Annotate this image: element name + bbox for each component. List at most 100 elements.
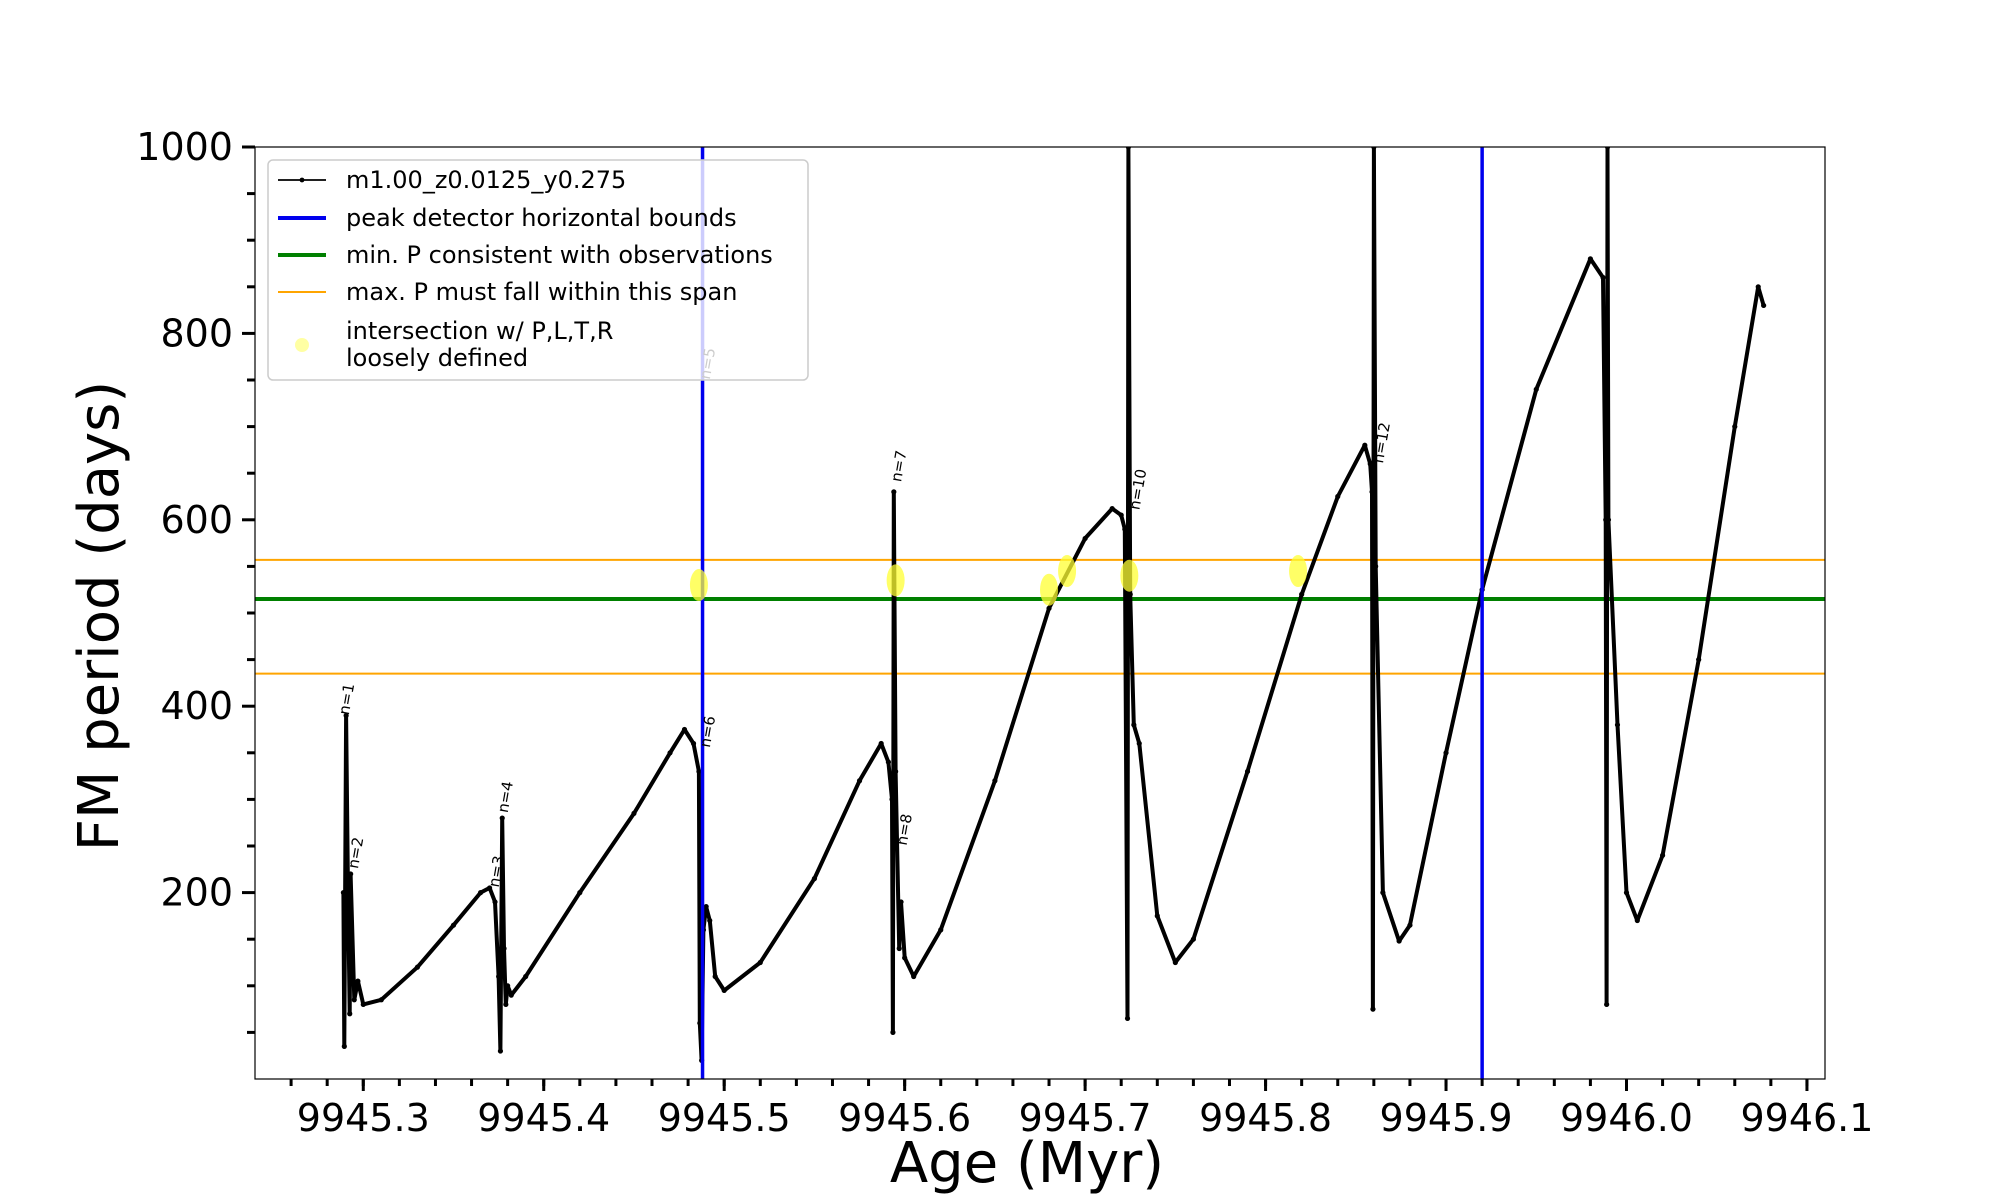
series-point-29 <box>696 768 702 775</box>
series-point-17 <box>497 1048 504 1054</box>
series-point-8 <box>355 978 361 984</box>
annotation-8: n=8 <box>893 812 916 846</box>
x-tick-label-9: 9946.1 <box>1740 1096 1873 1140</box>
y-axis-label: FM period (days) <box>67 381 132 851</box>
series-point-62 <box>1154 913 1160 919</box>
annotation-4: n=4 <box>494 780 517 814</box>
series-point-15 <box>492 899 498 905</box>
y-tick-label-3: 600 <box>160 498 233 542</box>
series-point-73 <box>1373 563 1379 570</box>
series-point-59 <box>1127 591 1133 597</box>
series-point-66 <box>1299 591 1305 597</box>
series-point-46 <box>896 945 902 952</box>
series-point-70 <box>1369 489 1375 495</box>
series-point-89 <box>1659 852 1666 858</box>
series-point-43 <box>890 1029 896 1035</box>
series-point-54 <box>1109 506 1115 512</box>
series-point-23 <box>523 973 529 980</box>
series-point-77 <box>1443 750 1449 756</box>
legend-label-1: m1.00_z0.0125_y0.275 <box>346 166 626 194</box>
series-point-9 <box>360 1001 366 1008</box>
series-point-75 <box>1396 938 1402 944</box>
x-tick-label-4: 9945.6 <box>838 1096 971 1140</box>
series-point-76 <box>1407 922 1413 928</box>
series-point-84 <box>1604 147 1611 150</box>
legend-label-5: intersection w/ P,L,T,R <box>346 317 613 345</box>
legend-label-2: peak detector horizontal bounds <box>346 204 737 232</box>
series-point-44 <box>891 489 897 495</box>
series-point-92 <box>1755 284 1761 290</box>
series-point-80 <box>1587 256 1594 262</box>
series-point-25 <box>631 810 637 816</box>
series-point-58 <box>1125 147 1132 150</box>
x-tick-label-2: 9945.4 <box>477 1096 610 1140</box>
series-point-38 <box>811 876 818 882</box>
series-point-52 <box>1046 605 1052 611</box>
series-point-53 <box>1082 535 1088 542</box>
y-tick-label-5: 1000 <box>136 125 233 169</box>
series-point-60 <box>1131 722 1137 728</box>
x-tick-label-8: 9946.0 <box>1560 1096 1693 1140</box>
intersection-marker-3 <box>1040 573 1059 606</box>
series-point-74 <box>1380 890 1386 896</box>
annotation-7: n=7 <box>887 449 910 483</box>
series-point-27 <box>681 726 688 733</box>
series-point-1 <box>340 890 347 896</box>
series-point-11 <box>414 964 421 970</box>
x-tick-label-5: 9945.7 <box>1019 1096 1152 1140</box>
series-point-2 <box>341 1043 347 1049</box>
series-point-37 <box>757 959 763 966</box>
series-point-67 <box>1335 493 1341 500</box>
series-point-69 <box>1367 461 1373 467</box>
series-point-45 <box>893 768 899 775</box>
series-point-6 <box>348 871 354 877</box>
x-axis-label: Age (Myr) <box>890 1131 1164 1196</box>
series-point-42 <box>889 796 895 803</box>
series-point-71 <box>1370 1006 1376 1012</box>
series-point-90 <box>1696 657 1702 663</box>
series-point-14 <box>486 885 493 891</box>
annotation-1: n=1 <box>335 682 358 716</box>
series-point-85 <box>1605 517 1612 523</box>
series-point-83 <box>1604 1001 1610 1008</box>
annotation-6: n=6 <box>696 715 719 749</box>
y-tick-label-1: 200 <box>160 871 233 915</box>
series-point-49 <box>911 973 917 980</box>
series-point-20 <box>503 1001 509 1008</box>
x-tick-label-1: 9945.3 <box>297 1096 430 1140</box>
series-point-3 <box>343 712 349 719</box>
series-point-65 <box>1244 768 1251 775</box>
series-point-19 <box>501 945 507 952</box>
series-point-18 <box>499 815 505 821</box>
series-point-36 <box>721 987 727 994</box>
series-point-33 <box>703 903 709 910</box>
series-point-81 <box>1600 274 1606 281</box>
series-point-88 <box>1634 917 1640 924</box>
series-point-93 <box>1761 302 1767 309</box>
series-point-79 <box>1533 386 1539 392</box>
series-point-57 <box>1124 1015 1131 1022</box>
series-point-13 <box>477 890 484 896</box>
series-point-21 <box>505 983 511 989</box>
x-tick-label-3: 9945.5 <box>658 1096 791 1140</box>
legend-swatch-marker <box>299 177 305 183</box>
series-point-47 <box>898 899 904 905</box>
legend-box <box>267 159 809 381</box>
series-point-51 <box>992 778 998 784</box>
series-point-35 <box>712 973 718 980</box>
annotation-3: n=3 <box>485 854 508 888</box>
series-point-91 <box>1732 424 1738 430</box>
annotation-2: n=2 <box>344 836 367 870</box>
intersection-marker-2 <box>886 564 905 597</box>
series-point-64 <box>1190 936 1196 942</box>
x-tick-label-6: 9945.8 <box>1199 1096 1332 1140</box>
legend-label-4: max. P must fall within this span <box>346 278 737 306</box>
series-point-87 <box>1623 890 1630 896</box>
series-point-63 <box>1172 959 1178 966</box>
intersection-marker-4 <box>1058 555 1077 588</box>
series-point-48 <box>902 955 908 961</box>
intersection-marker-5 <box>1120 559 1139 592</box>
series-point-12 <box>450 922 457 928</box>
